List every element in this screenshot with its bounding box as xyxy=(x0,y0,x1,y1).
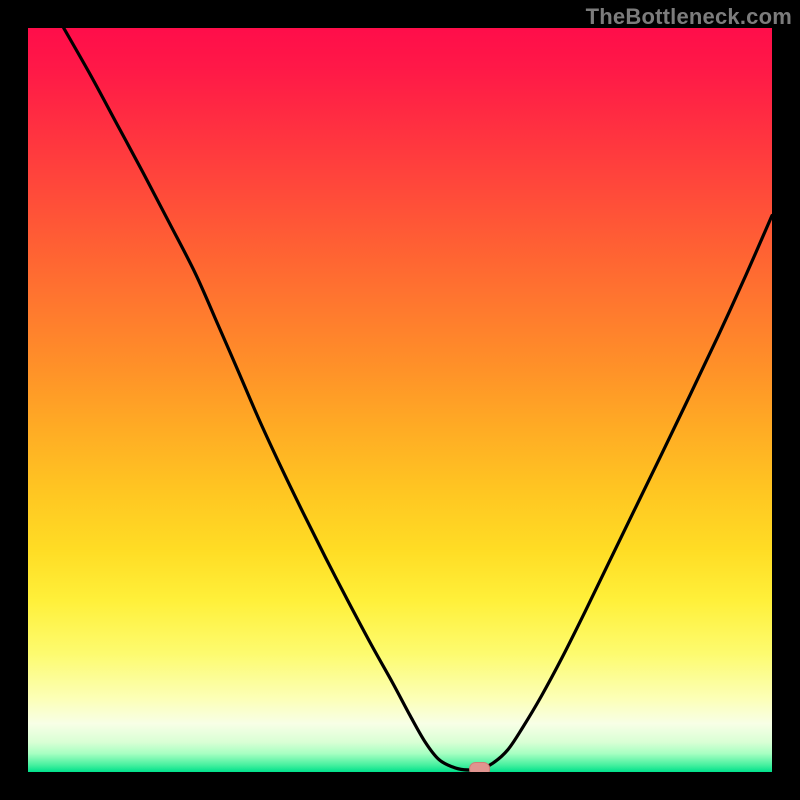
chart-svg xyxy=(0,0,800,800)
gradient-background xyxy=(28,28,772,772)
watermark-text: TheBottleneck.com xyxy=(586,4,792,30)
chart-root: TheBottleneck.com xyxy=(0,0,800,800)
plot-area xyxy=(28,28,772,776)
